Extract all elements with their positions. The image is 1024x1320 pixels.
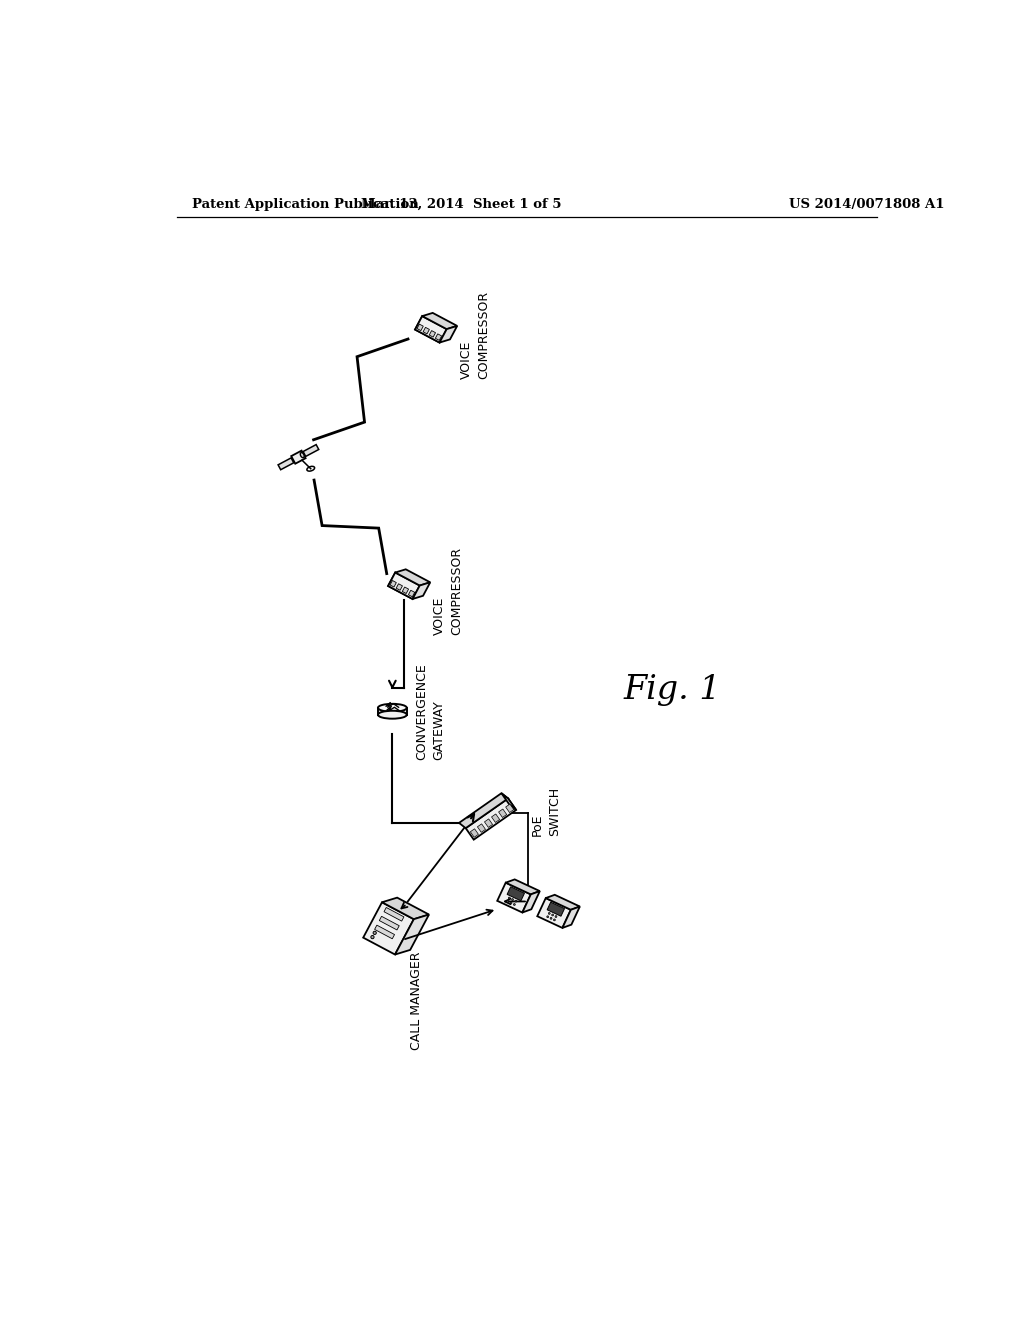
Text: Fig. 1: Fig. 1 <box>624 673 721 706</box>
Polygon shape <box>466 799 516 840</box>
Polygon shape <box>470 829 478 837</box>
Polygon shape <box>538 898 570 928</box>
Polygon shape <box>402 587 409 594</box>
Circle shape <box>371 936 374 939</box>
Polygon shape <box>382 898 429 919</box>
Polygon shape <box>379 916 399 931</box>
Polygon shape <box>502 793 516 810</box>
Text: CONVERGENCE
GATEWAY: CONVERGENCE GATEWAY <box>416 664 445 760</box>
Polygon shape <box>395 915 429 954</box>
Text: CALL MANAGER: CALL MANAGER <box>410 952 423 1049</box>
Polygon shape <box>375 925 394 939</box>
Polygon shape <box>506 879 540 895</box>
Circle shape <box>512 899 513 900</box>
Polygon shape <box>388 573 420 599</box>
Circle shape <box>507 900 509 903</box>
Polygon shape <box>435 334 441 341</box>
Polygon shape <box>279 458 294 470</box>
Circle shape <box>508 898 510 899</box>
Polygon shape <box>562 907 580 928</box>
FancyBboxPatch shape <box>378 708 407 714</box>
Polygon shape <box>439 326 457 343</box>
Text: VOICE
COMPRESSOR: VOICE COMPRESSOR <box>433 548 463 635</box>
Circle shape <box>515 900 517 902</box>
Polygon shape <box>422 313 457 329</box>
Polygon shape <box>413 582 430 599</box>
Polygon shape <box>498 883 530 912</box>
Polygon shape <box>396 583 402 590</box>
Polygon shape <box>484 818 493 828</box>
Polygon shape <box>415 315 446 343</box>
Text: US 2014/0071808 A1: US 2014/0071808 A1 <box>788 198 944 211</box>
Circle shape <box>552 913 554 916</box>
Polygon shape <box>492 814 500 822</box>
Ellipse shape <box>378 704 407 711</box>
Polygon shape <box>409 590 415 597</box>
Circle shape <box>550 917 552 919</box>
Polygon shape <box>395 569 430 586</box>
Circle shape <box>547 916 549 917</box>
Polygon shape <box>417 325 423 330</box>
Ellipse shape <box>378 710 407 718</box>
Polygon shape <box>415 315 446 343</box>
Circle shape <box>555 916 557 917</box>
Text: Mar. 13, 2014  Sheet 1 of 5: Mar. 13, 2014 Sheet 1 of 5 <box>361 198 562 211</box>
Polygon shape <box>522 891 540 912</box>
Polygon shape <box>547 902 564 916</box>
Text: Patent Application Publication: Patent Application Publication <box>193 198 419 211</box>
Polygon shape <box>429 330 435 337</box>
Ellipse shape <box>300 453 304 458</box>
Polygon shape <box>546 895 580 909</box>
Polygon shape <box>291 450 305 463</box>
Circle shape <box>513 904 515 906</box>
Polygon shape <box>388 573 420 599</box>
Polygon shape <box>390 581 396 587</box>
Polygon shape <box>364 903 414 954</box>
Text: PoE
SWITCH: PoE SWITCH <box>531 787 561 836</box>
Polygon shape <box>303 445 318 457</box>
Polygon shape <box>477 824 485 833</box>
Circle shape <box>373 931 376 935</box>
Polygon shape <box>499 809 507 817</box>
Polygon shape <box>423 327 429 334</box>
Polygon shape <box>459 793 508 828</box>
Circle shape <box>510 902 512 904</box>
Polygon shape <box>506 804 514 813</box>
Text: VOICE
COMPRESSOR: VOICE COMPRESSOR <box>460 290 490 379</box>
Circle shape <box>554 919 555 921</box>
Polygon shape <box>384 907 403 921</box>
Circle shape <box>549 912 550 915</box>
Polygon shape <box>507 887 524 900</box>
